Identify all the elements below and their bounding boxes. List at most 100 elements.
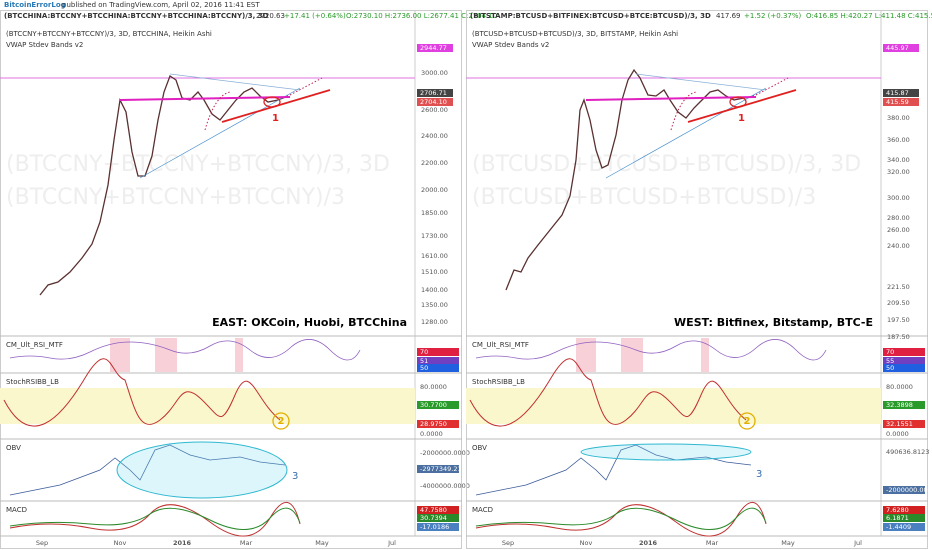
watermark: (BTCUSD+BTCUSD+BTCUSD)/3, 3D xyxy=(472,152,861,177)
price-tick: 240.00 xyxy=(887,242,910,250)
axis-badge xyxy=(883,420,925,428)
trend-line xyxy=(635,73,767,91)
projection xyxy=(670,77,789,131)
indicator-value: 70 xyxy=(420,348,428,356)
axis-badge xyxy=(417,401,459,409)
axis-badge xyxy=(883,486,925,494)
indicator-value: 7.6280 xyxy=(886,506,909,514)
x-tick-label: Jul xyxy=(387,539,396,547)
indicator-name: MACD xyxy=(6,506,27,514)
circle-mark xyxy=(272,412,290,430)
x-tick-label: Jul xyxy=(853,539,862,547)
indicator-value: -2000000.0000 xyxy=(886,486,932,494)
axis-badge xyxy=(883,401,925,409)
indicator-name: OBV xyxy=(472,444,487,452)
price-badge xyxy=(883,44,919,52)
rsi-line xyxy=(475,339,827,361)
rsi-zone xyxy=(235,338,243,372)
watermark: (BTCCNY+BTCCNY+BTCCNY)/3, 3D xyxy=(6,152,390,177)
axis-badge xyxy=(417,523,459,531)
watermark: (BTCUSD+BTCUSD+BTCUSD)/3 xyxy=(472,185,816,210)
price-tick: 280.00 xyxy=(887,214,910,222)
x-tick-label: Mar xyxy=(240,539,253,547)
indicator-value: 6.1871 xyxy=(886,514,909,522)
subtitle: (BTCCNY+BTCCNY+BTCCNY)/3, 3D, BTCCHINA, … xyxy=(6,30,212,38)
price-tick: 209.50 xyxy=(887,299,910,307)
indicator-value: 0.0000 xyxy=(886,430,909,438)
price-tick: 1400.00 xyxy=(421,286,448,294)
macd-signal xyxy=(475,507,767,530)
axis-badge xyxy=(883,523,925,531)
rsi-zone xyxy=(155,338,177,372)
publish-info: published on TradingView.com, April 02, … xyxy=(62,1,260,9)
x-tick-label: Sep xyxy=(502,539,514,547)
price-tick: 1350.00 xyxy=(421,301,448,309)
panel-border xyxy=(0,10,462,549)
price-badge xyxy=(417,89,453,97)
axis-badge xyxy=(417,348,459,356)
trend-line xyxy=(605,87,767,179)
circle-mark xyxy=(580,443,752,461)
symbol: (BTCCHINA:BTCCNY+BTCCHINA:BTCCNY+BTCCHIN… xyxy=(4,12,269,20)
price-tick: 2400.00 xyxy=(421,132,448,140)
x-tick-label: 2016 xyxy=(173,539,192,547)
indicator-value: 47.7580 xyxy=(420,506,447,514)
price-badge-label: 415.59 xyxy=(886,98,909,106)
price-badge xyxy=(883,89,919,97)
rsi-zone xyxy=(621,338,643,372)
note: 2 xyxy=(278,416,285,427)
indicator-value: -2977349.2104 xyxy=(420,465,470,473)
indicator-value: 80.0000 xyxy=(420,383,447,391)
indicator-value: 70 xyxy=(886,348,894,356)
indicator-name: OBV xyxy=(6,444,21,452)
macd-signal xyxy=(9,507,301,530)
axis-badge xyxy=(883,514,925,522)
indicator-name: MACD xyxy=(472,506,493,514)
indicator-name: CM_Ult_RSI_MTF xyxy=(6,341,63,349)
price-badge xyxy=(417,44,453,52)
indicator-value: -2000000.0000 xyxy=(420,449,470,457)
price-line xyxy=(39,75,289,296)
price-badge-label: 415.87 xyxy=(886,89,909,97)
note: 3 xyxy=(756,469,762,480)
chart-panel: (BITSTAMP:BTCUSD+BITFINEX:BTCUSD+BTCE:BT… xyxy=(466,10,932,549)
note: 3 xyxy=(292,471,298,482)
price-badge-label: 2944.77 xyxy=(420,44,447,52)
circle-mark xyxy=(263,96,281,108)
indicator-value: 50 xyxy=(886,364,894,372)
price-tick: 197.50 xyxy=(887,316,910,324)
indicator-value: -1.4409 xyxy=(886,523,911,531)
price-tick: 187.50 xyxy=(887,333,910,341)
indicator-value: 80.0000 xyxy=(886,383,913,391)
author[interactable]: BitcoinErrorLog xyxy=(4,1,66,9)
indicator-value: 51 xyxy=(420,357,428,365)
price-tick: 1280.00 xyxy=(421,318,448,326)
x-tick-label: May xyxy=(315,539,329,547)
price-tick: 221.50 xyxy=(887,283,910,291)
price-badge-label: 2706.71 xyxy=(420,89,447,97)
obv-line xyxy=(475,444,752,496)
support-line xyxy=(119,96,291,101)
rsi-zone xyxy=(576,338,596,372)
indicator-name: StochRSIBB_LB xyxy=(472,378,525,386)
subtitle: (BTCUSD+BTCUSD+BTCUSD)/3, 3D, BITSTAMP, … xyxy=(472,30,678,38)
indicator-value: 55 xyxy=(886,357,894,365)
price-badge-label: 445.97 xyxy=(886,44,909,52)
price-badge-label: 2704.10 xyxy=(420,98,447,106)
price-tick: 340.00 xyxy=(887,156,910,164)
projection xyxy=(204,77,323,131)
x-tick-label: Sep xyxy=(36,539,48,547)
axis-badge xyxy=(417,465,459,473)
price-tick: 1510.00 xyxy=(421,268,448,276)
study-name: VWAP Stdev Bands v2 xyxy=(472,41,549,49)
rsi-line xyxy=(9,339,361,361)
note: 1 xyxy=(272,113,279,124)
region-label: WEST: Bitfinex, Bitstamp, BTC-E xyxy=(674,316,873,329)
study-name: VWAP Stdev Bands v2 xyxy=(6,41,83,49)
indicator-name: StochRSIBB_LB xyxy=(6,378,59,386)
price-tick: 300.00 xyxy=(887,194,910,202)
indicator-value: 32.1551 xyxy=(886,420,913,428)
price-tick: 260.00 xyxy=(887,226,910,234)
x-tick-label: Nov xyxy=(114,539,127,547)
